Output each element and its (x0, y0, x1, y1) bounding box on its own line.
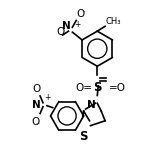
Text: O=: O= (76, 83, 93, 93)
Text: =O: =O (109, 83, 126, 93)
Text: +: + (74, 20, 81, 29)
Text: N: N (62, 21, 70, 31)
Text: S: S (93, 81, 102, 94)
Text: N: N (32, 100, 41, 110)
Text: N: N (87, 100, 95, 110)
Text: O: O (76, 9, 84, 19)
Text: O: O (32, 84, 40, 94)
Text: S: S (79, 129, 88, 143)
Text: ⁻: ⁻ (35, 120, 39, 129)
Text: O: O (31, 117, 39, 127)
Text: CH₃: CH₃ (105, 17, 121, 26)
Text: +: + (44, 93, 50, 102)
Text: ⁻: ⁻ (81, 9, 85, 18)
Text: O: O (57, 27, 65, 37)
